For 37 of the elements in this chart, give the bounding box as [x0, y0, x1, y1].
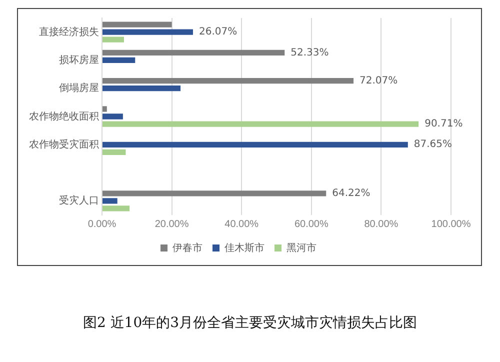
bar: [102, 36, 124, 42]
legend-label: 佳木斯市: [224, 242, 264, 254]
bar: [102, 86, 181, 92]
bar: [102, 106, 107, 112]
bar: [102, 114, 123, 120]
legend-label: 黑河市: [286, 242, 316, 254]
bar: [102, 142, 408, 148]
bar: [102, 22, 172, 28]
legend-label: 伊春市: [172, 242, 202, 254]
y-tick-label: 受灾人口: [59, 194, 99, 207]
x-tick-label: 60.00%: [294, 218, 328, 230]
bar: [102, 57, 136, 64]
y-tick-label: 损坏房屋: [59, 54, 99, 66]
y-tick-label: 农作物受灾面积: [29, 138, 99, 150]
bar: [102, 190, 326, 196]
x-tick-label: 40.00%: [224, 218, 259, 230]
bar: [102, 198, 118, 204]
y-tick-label: 倒塌房屋: [59, 82, 99, 94]
x-tick-label: 20.00%: [154, 218, 189, 230]
data-label: 72.07%: [360, 75, 398, 86]
bar: [102, 78, 354, 84]
data-label: 87.65%: [414, 139, 452, 150]
y-tick-label: 农作物绝收面积: [29, 110, 99, 122]
x-tick-label: 80.00%: [364, 218, 398, 230]
bar: [102, 121, 419, 127]
x-tick-label: 0.00%: [88, 218, 116, 230]
x-tick-label: 100.00%: [431, 218, 471, 230]
data-label: 90.71%: [424, 118, 463, 130]
caption: 图2 近10年的3月份全省主要受灾城市灾情损失占比图: [82, 314, 418, 332]
bar: [102, 29, 193, 35]
data-label: 26.07%: [198, 26, 238, 38]
data-label: 64.22%: [332, 188, 370, 200]
data-label: 52.33%: [290, 47, 329, 58]
bar: [102, 149, 126, 155]
y-tick-label: 直接经济损失: [39, 26, 99, 38]
bar: [102, 206, 130, 212]
bar: [102, 50, 285, 56]
